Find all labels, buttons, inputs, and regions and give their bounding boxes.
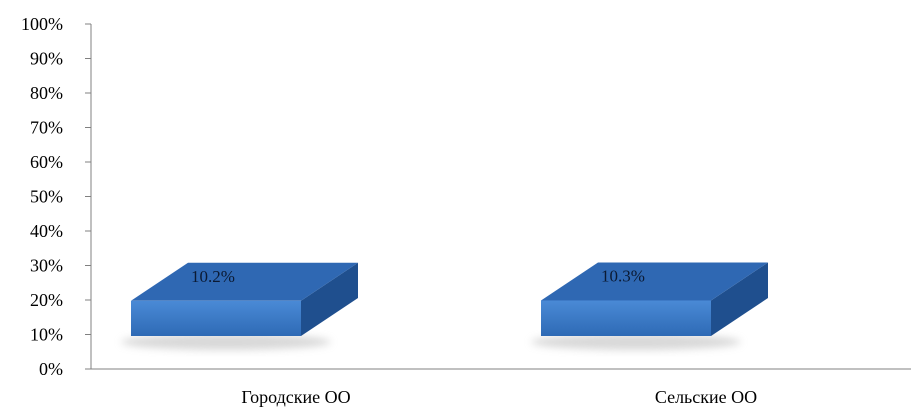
y-tick-label: 90% xyxy=(30,49,63,69)
y-tick-label: 70% xyxy=(30,118,63,138)
bar-2 xyxy=(531,262,768,350)
y-tick-label: 30% xyxy=(30,256,63,276)
bar-top-face xyxy=(541,262,768,301)
bar-shadow xyxy=(121,334,331,350)
y-tick-label: 50% xyxy=(30,187,63,207)
bar-front-face xyxy=(541,300,711,336)
bar-side-face xyxy=(711,262,768,336)
y-axis: 0% 10% 20% 30% 40% 50% 60% 70% 80% 90% 100% xyxy=(21,14,92,379)
y-tick-label: 0% xyxy=(39,359,63,379)
bar-side-face xyxy=(301,262,358,336)
y-tick-label: 100% xyxy=(21,14,63,34)
bar-top-face xyxy=(131,262,358,301)
x-tick-label: Сельские ОО xyxy=(655,387,757,407)
bar-shadow xyxy=(531,334,741,350)
y-tick-label: 80% xyxy=(30,83,63,103)
x-axis: Городские ОО Сельские ОО xyxy=(91,368,911,407)
bars xyxy=(121,262,768,350)
bar-1 xyxy=(121,262,358,350)
data-label: 10.3% xyxy=(601,266,645,285)
bar-front-face xyxy=(131,300,301,336)
data-label: 10.2% xyxy=(191,267,235,286)
y-tick-label: 60% xyxy=(30,152,63,172)
y-tick-label: 40% xyxy=(30,221,63,241)
y-tick-label: 10% xyxy=(30,325,63,345)
x-tick-label: Городские ОО xyxy=(241,387,350,407)
y-tick-label: 20% xyxy=(30,290,63,310)
data-labels: 10.2% 10.3% xyxy=(191,266,645,285)
